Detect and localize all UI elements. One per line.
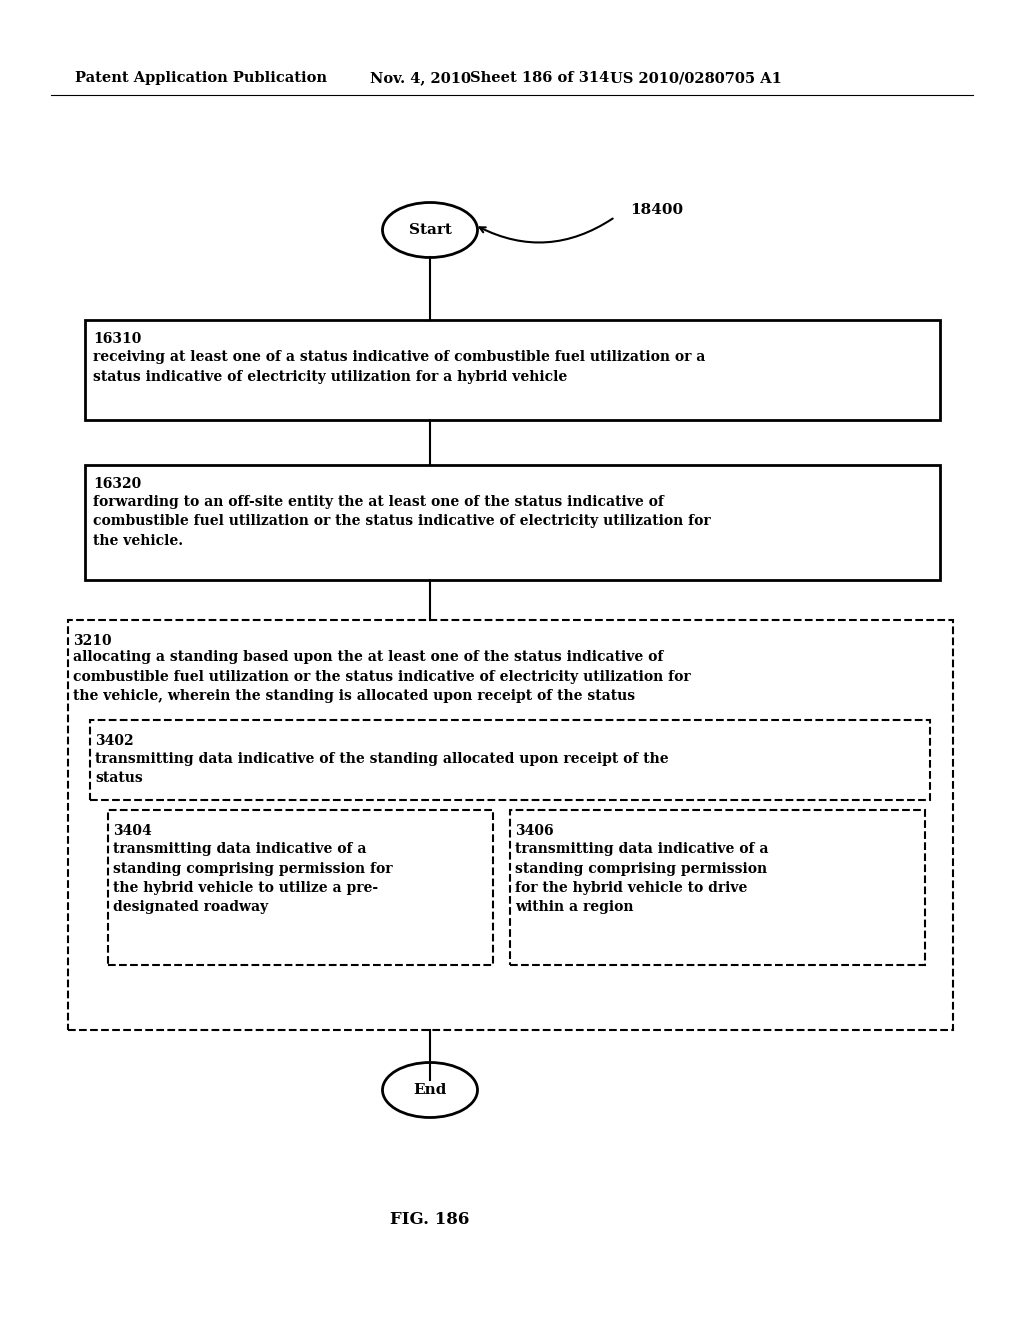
Text: Patent Application Publication: Patent Application Publication [75,71,327,84]
Text: forwarding to an off-site entity the at least one of the status indicative of
co: forwarding to an off-site entity the at … [93,495,711,548]
Text: End: End [414,1082,446,1097]
Bar [108,810,493,965]
Text: transmitting data indicative of the standing allocated upon receipt of the
statu: transmitting data indicative of the stan… [95,752,669,785]
Text: transmitting data indicative of a
standing comprising permission
for the hybrid : transmitting data indicative of a standi… [515,842,768,915]
Text: allocating a standing based upon the at least one of the status indicative of
co: allocating a standing based upon the at … [73,649,690,704]
Text: 18400: 18400 [630,203,683,216]
Text: transmitting data indicative of a
standing comprising permission for
the hybrid : transmitting data indicative of a standi… [113,842,392,915]
Text: 3402: 3402 [95,734,133,748]
Bar [85,319,940,420]
Bar [90,719,930,800]
Text: 3404: 3404 [113,824,152,838]
Bar [68,620,953,1030]
Text: Start: Start [409,223,452,238]
Text: FIG. 186: FIG. 186 [390,1212,470,1229]
Text: Sheet 186 of 314: Sheet 186 of 314 [470,71,609,84]
Text: US 2010/0280705 A1: US 2010/0280705 A1 [610,71,782,84]
Text: 3210: 3210 [73,634,112,648]
Text: 16320: 16320 [93,477,141,491]
Bar [85,465,940,579]
Text: 16310: 16310 [93,333,141,346]
Bar [510,810,925,965]
Text: receiving at least one of a status indicative of combustible fuel utilization or: receiving at least one of a status indic… [93,350,706,384]
Text: Nov. 4, 2010: Nov. 4, 2010 [370,71,471,84]
Text: 3406: 3406 [515,824,554,838]
